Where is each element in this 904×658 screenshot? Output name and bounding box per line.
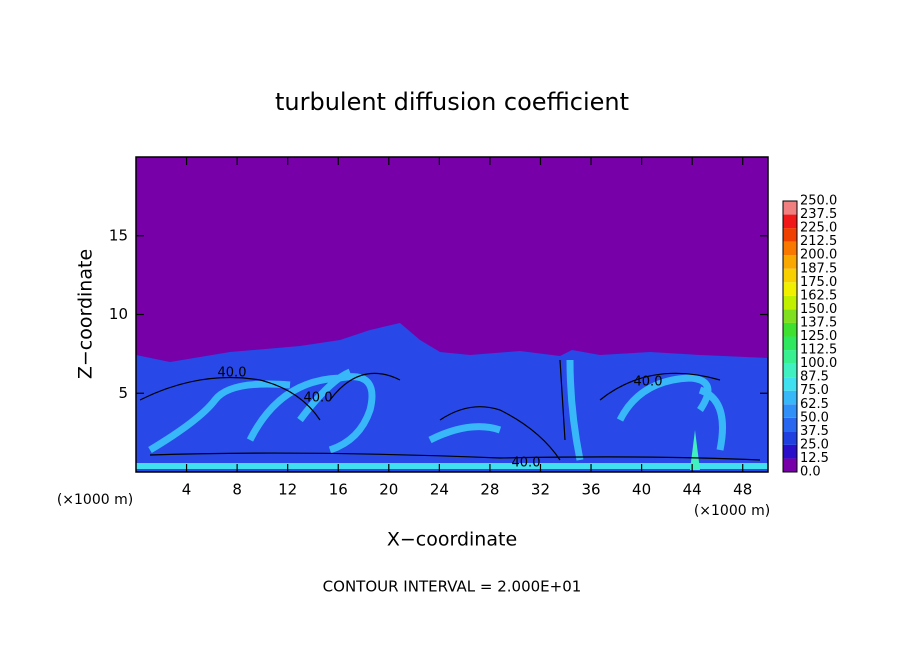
colorbar-label: 12.5 <box>800 451 829 466</box>
colorbar-label: 0.0 <box>800 465 821 480</box>
footer: CONTOUR INTERVAL = 2.000E+01 <box>323 578 582 596</box>
colorbar-swatch <box>783 336 797 351</box>
colorbar-label: 112.5 <box>800 343 837 358</box>
x-tick-label: 12 <box>278 481 297 499</box>
field-region <box>136 323 768 472</box>
x-tick-label: 8 <box>232 481 242 499</box>
colorbar-label: 225.0 <box>800 221 837 236</box>
colorbar-swatch <box>783 404 797 418</box>
colorbar-swatch <box>783 363 797 378</box>
y-axis-label: Z−coordinate <box>75 249 97 379</box>
colorbar-label: 200.0 <box>800 248 837 263</box>
colorbar-label: 37.5 <box>800 424 829 439</box>
contour-label: 40.0 <box>634 375 663 390</box>
x-tick-label: 28 <box>480 481 499 499</box>
colorbar-label: 137.5 <box>800 315 837 330</box>
colorbar-label: 175.0 <box>800 275 837 290</box>
x-tick-label: 20 <box>379 481 398 499</box>
colorbar-swatch <box>783 458 797 472</box>
field-swirl <box>690 430 700 470</box>
x-tick-label: 40 <box>632 481 651 499</box>
colorbar-swatch <box>783 431 797 445</box>
contour-label: 40.0 <box>304 391 333 406</box>
x-tick-label: 4 <box>182 481 192 499</box>
colorbar-frame <box>782 200 798 473</box>
colorbar-label: 212.5 <box>800 234 837 249</box>
chart-title: turbulent diffusion coefficient <box>275 88 629 116</box>
colorbar-swatch <box>783 282 797 296</box>
x-tick-label: 24 <box>430 481 449 499</box>
field <box>136 157 768 472</box>
contour-label: 40.0 <box>218 366 247 381</box>
y-unit: (×1000 m) <box>57 492 133 508</box>
colorbar-swatch <box>783 322 797 337</box>
colorbar-label: 25.0 <box>800 437 829 452</box>
contour-line <box>139 359 761 461</box>
colorbar-swatch <box>783 214 797 229</box>
colorbar-swatch <box>783 295 797 310</box>
colorbar-swatch <box>783 241 797 256</box>
y-tick-label: 5 <box>118 384 128 402</box>
colorbar-swatch <box>783 390 797 405</box>
x-tick-label: 36 <box>581 481 600 499</box>
colorbar-swatch <box>783 444 797 459</box>
contour-label: 40.0 <box>512 456 541 471</box>
x-axis-label: X−coordinate <box>387 529 517 551</box>
x-tick-label: 16 <box>329 481 348 499</box>
colorbar-label: 187.5 <box>800 261 837 276</box>
y-tick-label: 15 <box>109 226 128 244</box>
colorbar-label: 50.0 <box>800 410 829 425</box>
colorbar-label: 150.0 <box>800 302 837 317</box>
x-tick-label: 32 <box>531 481 550 499</box>
x-tick-label: 44 <box>683 481 702 499</box>
colorbar-swatch <box>783 201 797 215</box>
colorbar-swatch <box>783 268 797 283</box>
colorbar-swatch <box>783 255 797 269</box>
colorbar-swatch <box>783 228 797 242</box>
colorbar-swatch <box>783 377 797 391</box>
colorbar-swatch <box>783 417 797 432</box>
colorbar-label: 75.0 <box>800 383 829 398</box>
colorbar-label: 237.5 <box>800 207 837 222</box>
y-tick-label: 10 <box>109 305 128 323</box>
colorbar-label: 62.5 <box>800 397 829 412</box>
colorbar-swatch <box>783 350 797 364</box>
x-unit: (×1000 m) <box>694 503 770 519</box>
colorbar-label: 162.5 <box>800 288 837 303</box>
colorbar-swatch <box>783 309 797 323</box>
field-swirl <box>148 359 726 461</box>
colorbar-label: 100.0 <box>800 356 837 371</box>
colorbar-label: 250.0 <box>800 194 837 209</box>
colorbar-label: 125.0 <box>800 329 837 344</box>
colorbar-label: 87.5 <box>800 370 829 385</box>
x-tick-label: 48 <box>733 481 752 499</box>
